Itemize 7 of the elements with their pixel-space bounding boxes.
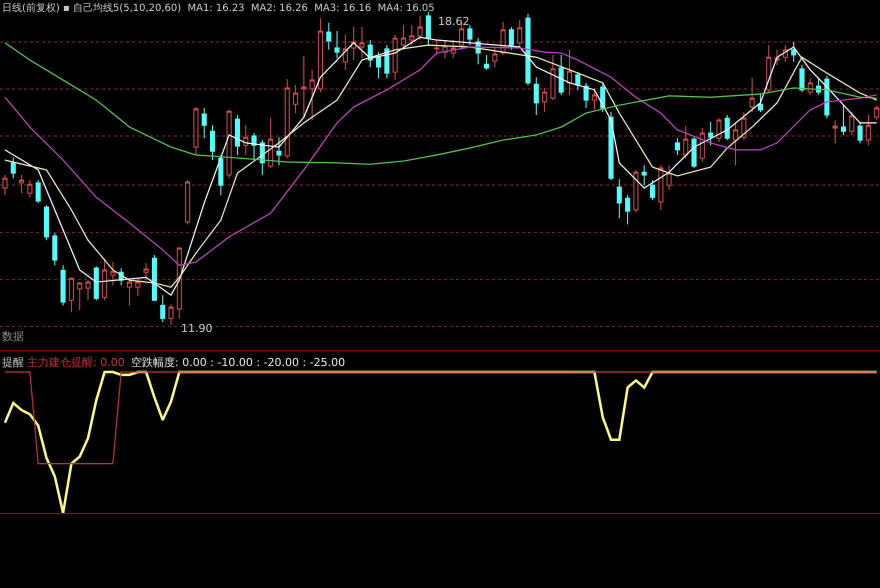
annotation: 日线(前复权) ▪ 自己均线5(5,10,20,60) MA1: 16.23 MA2: 16.26 MA3: 16.16 MA4: 16.05 xyxy=(2,2,435,14)
text: 提醒 xyxy=(2,356,24,369)
annotation: 18.62 xyxy=(438,15,470,28)
text: 主力建仓提醒: 0.00 xyxy=(27,356,125,369)
annotation: 数据 xyxy=(2,330,24,343)
annotation: 11.90 xyxy=(181,322,212,335)
text: 空跌幅度: 0.00 : -10.00 : -20.00 : -25.00 xyxy=(131,356,346,369)
